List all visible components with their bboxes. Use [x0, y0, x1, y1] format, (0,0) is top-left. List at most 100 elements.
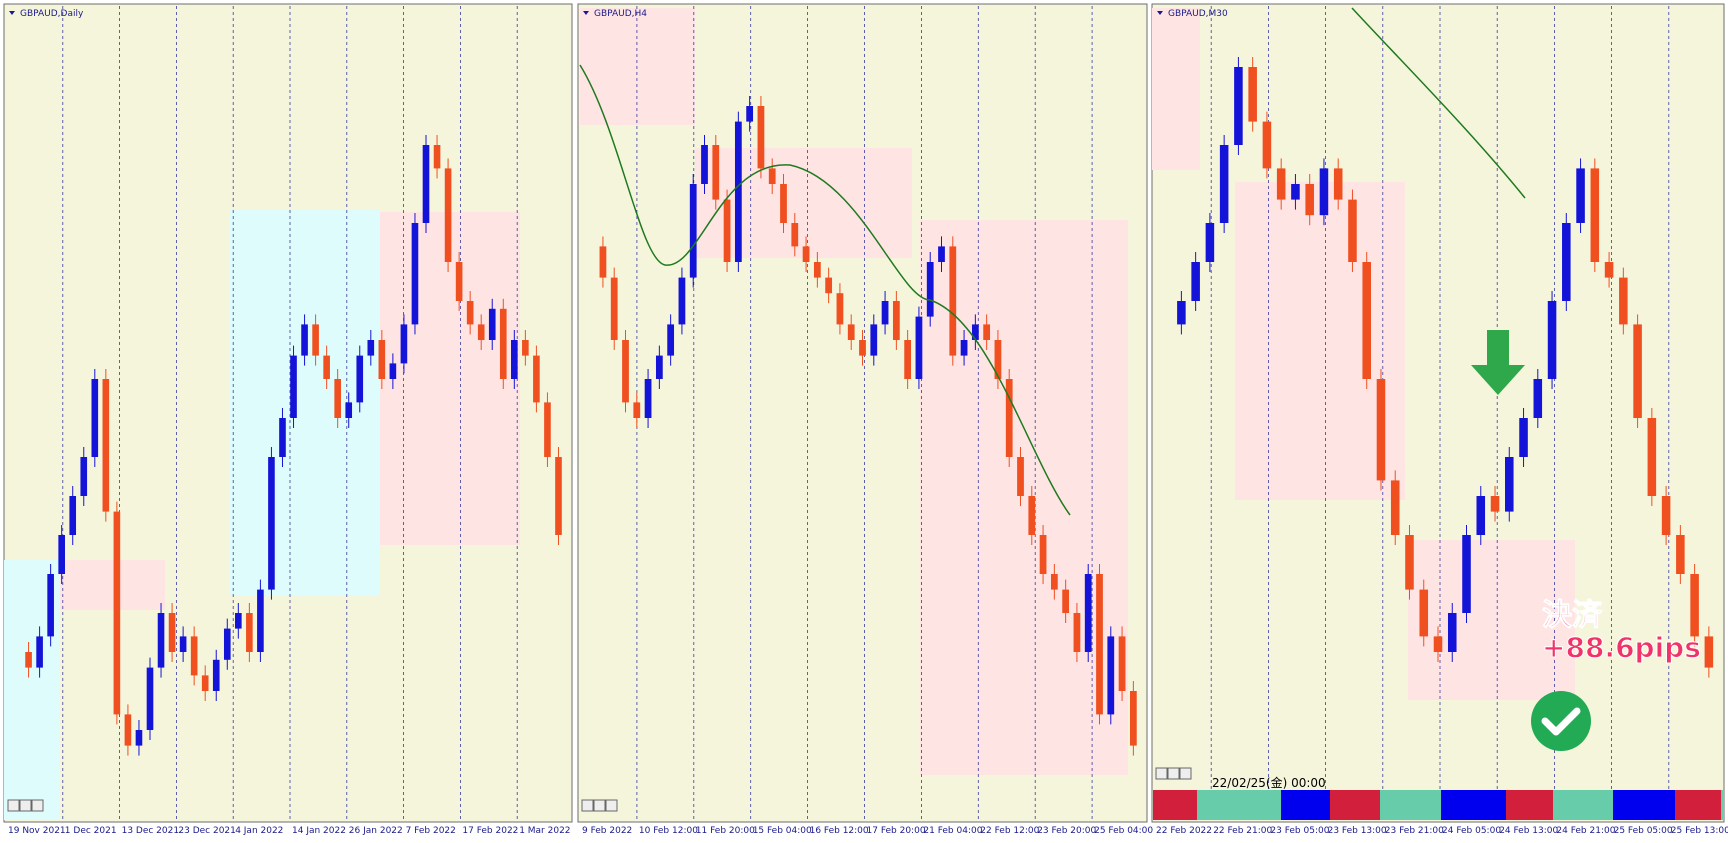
candle — [1062, 589, 1070, 613]
x-axis-label: 24 Feb 21:00 — [1556, 826, 1615, 836]
indicator-strip — [1675, 790, 1721, 820]
candle — [223, 628, 231, 660]
candle — [960, 340, 968, 356]
candle — [689, 184, 697, 278]
candle — [1276, 168, 1286, 200]
candle — [91, 379, 99, 457]
candle — [1376, 379, 1386, 481]
x-axis-label: 25 Feb 05:00 — [1614, 826, 1673, 836]
candle — [389, 363, 397, 379]
candle — [1405, 535, 1414, 590]
candle — [312, 324, 319, 356]
x-axis-label: 22 Feb 21:00 — [1213, 826, 1272, 836]
title-arrow — [9, 11, 15, 15]
candle — [1704, 636, 1714, 668]
candle — [791, 223, 799, 247]
x-axis-label: 13 Dec 2021 — [122, 826, 180, 836]
x-axis-label: 22 Feb 12:00 — [980, 826, 1039, 836]
chart-title: GBPAUD,Daily — [20, 9, 84, 19]
candle — [813, 262, 821, 278]
x-axis-label: 17 Feb 20:00 — [867, 826, 926, 836]
moving-average — [1351, 7, 1526, 199]
candle — [904, 340, 912, 379]
indicator-strip — [1153, 790, 1197, 820]
zone — [1408, 540, 1575, 700]
candle — [1419, 589, 1429, 637]
candle — [1129, 691, 1137, 746]
candle — [712, 145, 720, 200]
toolbar-button — [1155, 767, 1168, 780]
candle — [1262, 121, 1272, 169]
x-axis-label: 1 Mar 2022 — [519, 826, 570, 836]
candle — [1234, 67, 1243, 145]
candle — [881, 301, 889, 325]
x-axis-label: 7 Feb 2022 — [406, 826, 456, 836]
zone — [60, 560, 165, 610]
toolbar-button — [1179, 767, 1192, 780]
indicator-strip — [1613, 790, 1675, 820]
candle — [1333, 168, 1343, 200]
indicator-strip — [1197, 790, 1281, 820]
candle — [1676, 535, 1685, 574]
chart-title: GBPAUD,H4 — [594, 9, 647, 19]
x-axis-label: 26 Jan 2022 — [349, 826, 403, 836]
candle — [411, 223, 419, 325]
indicator-strip — [1441, 790, 1506, 820]
candle — [1647, 418, 1657, 496]
candle — [1073, 613, 1081, 652]
x-axis-label: 25 Feb 13:00 — [1671, 826, 1728, 836]
candle — [768, 168, 776, 184]
chart-title: GBPAUD,M30 — [1168, 9, 1228, 19]
candle — [201, 675, 209, 691]
candle — [667, 324, 675, 356]
candle — [69, 496, 77, 535]
zone — [1235, 182, 1405, 500]
candle — [701, 145, 708, 184]
candle — [1390, 480, 1400, 535]
zone — [1152, 8, 1200, 170]
x-axis-label: 24 Feb 05:00 — [1442, 826, 1501, 836]
x-axis-label: 23 Feb 21:00 — [1385, 826, 1444, 836]
x-axis-label: 15 Feb 04:00 — [753, 826, 812, 836]
candle — [949, 246, 957, 356]
candle — [246, 613, 253, 652]
candle — [847, 324, 855, 340]
candle — [1604, 262, 1614, 278]
candle — [1177, 301, 1186, 325]
candle — [915, 316, 923, 379]
toolbar-button — [31, 799, 44, 812]
x-axis-label: 16 Feb 12:00 — [810, 826, 869, 836]
candle — [1348, 199, 1357, 262]
candle — [678, 277, 686, 325]
x-axis-label: 25 Feb 04:00 — [1094, 826, 1153, 836]
candle — [859, 340, 866, 356]
toolbar-time: 22/02/25(金) 00:00 — [1212, 775, 1326, 790]
candle — [1619, 277, 1628, 325]
indicator-strip — [1553, 790, 1613, 820]
candle — [356, 355, 364, 403]
candle — [80, 457, 88, 496]
indicator-strip — [1330, 790, 1380, 820]
candle — [477, 324, 485, 340]
x-axis-label: 23 Dec 2021 — [178, 826, 236, 836]
candle — [802, 246, 810, 262]
indicator-strip — [1281, 790, 1330, 820]
candle — [1547, 301, 1557, 379]
candle — [466, 301, 474, 325]
candle — [179, 636, 187, 652]
candle — [1084, 574, 1092, 652]
candle — [1107, 636, 1115, 715]
candle — [836, 293, 844, 325]
candle — [257, 589, 264, 652]
candle — [444, 168, 452, 262]
candle — [734, 121, 742, 262]
candle — [345, 402, 353, 418]
candle — [235, 613, 242, 629]
candle — [323, 355, 330, 379]
candle — [1576, 168, 1585, 223]
candle — [1005, 379, 1013, 457]
candle — [124, 714, 132, 746]
candle — [1305, 184, 1314, 216]
x-axis-label: 10 Feb 12:00 — [639, 826, 698, 836]
candle — [190, 636, 198, 676]
